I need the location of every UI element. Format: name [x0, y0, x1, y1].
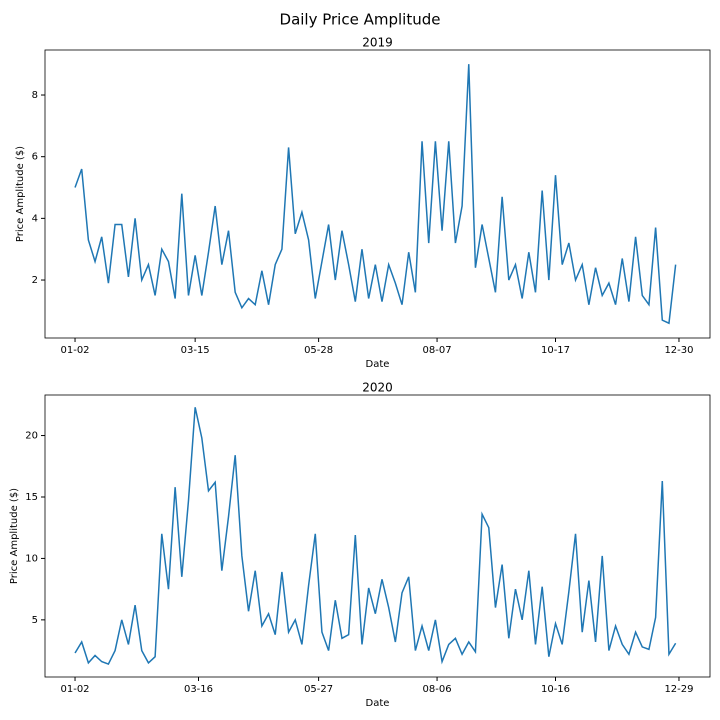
x-tick-label: 01-02: [60, 345, 89, 356]
y-axis-label: Price Amplitude ($): [15, 146, 26, 242]
subplot-title: 2020: [362, 381, 393, 395]
x-tick-label: 12-29: [664, 684, 693, 695]
y-tick-label: 2: [32, 275, 38, 286]
y-axis-label: Price Amplitude ($): [9, 488, 20, 584]
figure-title: Daily Price Amplitude: [280, 11, 441, 29]
x-tick-label: 08-06: [423, 684, 452, 695]
x-tick-label: 03-16: [184, 684, 213, 695]
x-tick-label: 10-17: [541, 345, 570, 356]
x-tick-label: 01-02: [60, 684, 89, 695]
x-axis-label: Date: [366, 698, 390, 709]
x-axis-label: Date: [366, 359, 390, 370]
x-tick-label: 05-28: [304, 345, 333, 356]
x-tick-label: 12-30: [664, 345, 693, 356]
y-tick-label: 6: [32, 152, 38, 163]
y-tick-label: 15: [25, 492, 38, 503]
y-tick-label: 8: [32, 90, 38, 101]
y-tick-label: 4: [32, 213, 38, 224]
axes-frame: [44, 394, 711, 678]
x-tick-label: 08-07: [423, 345, 452, 356]
subplot-title: 2019: [362, 36, 393, 50]
axes-frame: [44, 49, 711, 339]
x-tick-label: 05-27: [304, 684, 333, 695]
y-tick-label: 5: [32, 615, 38, 626]
price-line: [74, 64, 677, 325]
y-tick-label: 20: [25, 431, 38, 442]
x-tick-label: 10-16: [541, 684, 570, 695]
y-tick-label: 10: [25, 553, 38, 564]
x-tick-label: 03-15: [181, 345, 210, 356]
price-line: [74, 407, 677, 666]
